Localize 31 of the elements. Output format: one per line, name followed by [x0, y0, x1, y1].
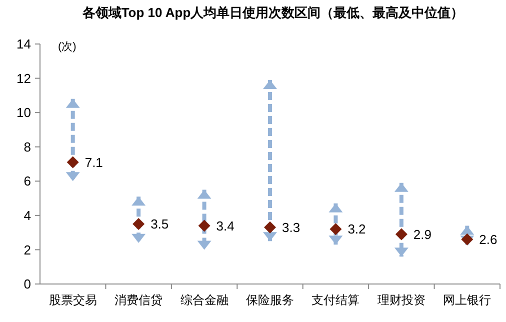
point	[461, 233, 474, 246]
y-tick-label: 14	[16, 36, 31, 52]
point	[330, 223, 342, 236]
x-tick-label: 股票交易	[48, 293, 97, 307]
point	[395, 228, 408, 240]
point	[198, 220, 210, 232]
x-tick-label: 支付结算	[312, 293, 360, 307]
data-label: 3.5	[150, 216, 169, 232]
x-tick-label: 保险服务	[246, 293, 294, 307]
y-tick-label: 10	[16, 105, 31, 120]
data-label: 3.4	[216, 218, 234, 234]
point	[132, 218, 145, 230]
data-label: 3.3	[282, 220, 300, 235]
y-tick-label: 12	[16, 70, 31, 86]
y-tick-label: 0	[24, 276, 31, 292]
x-tick-label: 网上银行	[443, 293, 492, 307]
y-tick-label: 6	[24, 174, 31, 189]
y-tick-label: 4	[24, 208, 31, 223]
y-axis-title: (次)	[58, 41, 76, 53]
point	[264, 221, 276, 234]
x-tick-label: 理财投资	[377, 293, 426, 307]
chart-title: 各领域Top 10 App人均单日使用次数区间（最低、最高及中位值）	[81, 5, 464, 20]
y-tick-label: 8	[24, 139, 31, 154]
data-label: 7.1	[84, 154, 103, 170]
data-label: 2.6	[479, 232, 498, 247]
y-tick-label: 2	[24, 242, 31, 258]
x-tick-label: 综合金融	[180, 293, 228, 307]
point	[66, 156, 79, 168]
x-tick-label: 消费信贷	[114, 293, 163, 307]
data-label: 3.2	[348, 222, 366, 237]
data-label: 2.9	[413, 226, 432, 242]
